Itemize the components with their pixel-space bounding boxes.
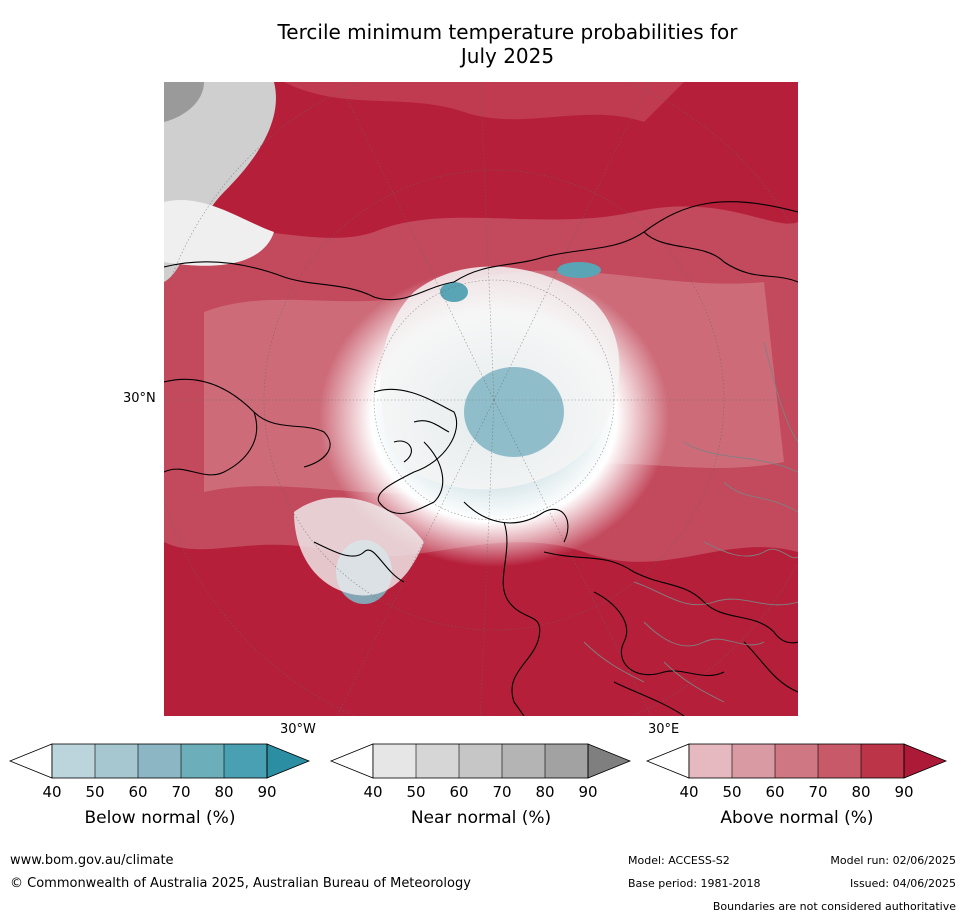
coastlines (164, 201, 798, 716)
footer-base-period: Base period: 1981-2018 (628, 877, 761, 890)
colorbars (8, 743, 948, 779)
colorbar-above-outline (688, 743, 905, 779)
colorbar-below-tick-label: 90 (257, 783, 277, 801)
colorbar-above-segment (861, 744, 904, 778)
colorbar-near-tick-label: 70 (492, 783, 512, 801)
colorbar-above-segment (732, 744, 775, 778)
bering-blue-patch (440, 282, 468, 302)
near-normal-region-nw-dark (164, 82, 204, 122)
colorbar-near-tick-label: 40 (363, 783, 383, 801)
colorbar-below-tick-label: 40 (42, 783, 62, 801)
lon-label-30w: 30°W (280, 722, 316, 737)
colorbar-above-label: Above normal (%) (720, 808, 874, 828)
colorbar-near-under-triangle (329, 743, 374, 779)
colorbar-below-outline (51, 743, 268, 779)
colorbar-above-normal (645, 743, 948, 779)
colorbar-above-tick-label: 50 (722, 783, 742, 801)
colorbar-below-over-triangle (266, 743, 311, 779)
colorbar-above-segment (775, 744, 818, 778)
colorbar-below-normal (8, 743, 311, 779)
arctic-blue-core (464, 367, 564, 457)
colorbar-near-tick-label: 60 (449, 783, 469, 801)
colorbar-near-outline (372, 743, 589, 779)
colorbar-below-segment (181, 744, 224, 778)
title-line-1: Tercile minimum temperature probabilitie… (277, 20, 738, 44)
above-normal-north-pacific (284, 82, 684, 122)
footer-model: Model: ACCESS-S2 (628, 854, 730, 867)
graticule (164, 82, 798, 716)
colorbar-near-tick-label: 50 (406, 783, 426, 801)
colorbar-above-tick-label: 80 (851, 783, 871, 801)
colorbar-below-tick-label: 70 (171, 783, 191, 801)
country-borders (583, 341, 798, 703)
colorbar-below-under-triangle (8, 743, 53, 779)
colorbar-near-normal (329, 743, 632, 779)
colorbar-below-segment (95, 744, 138, 778)
near-normal-white-nw (164, 199, 274, 266)
colorbar-near-segment (416, 744, 459, 778)
colorbar-below-segment (224, 744, 267, 778)
siberia-blue-patch (557, 262, 601, 278)
footer-model-run: Model run: 02/06/2025 (830, 854, 956, 867)
colorbar-above-over-triangle (903, 743, 948, 779)
colorbar-above-under-triangle (645, 743, 690, 779)
lat-label-30n: 30°N (123, 391, 156, 406)
colorbar-above-tick-label: 70 (808, 783, 828, 801)
colorbar-above-segment (818, 744, 861, 778)
forecast-map (164, 82, 798, 716)
colorbar-below-label: Below normal (%) (84, 808, 236, 828)
title-line-2: July 2025 (460, 44, 555, 68)
colorbar-above-tick-label: 90 (894, 783, 914, 801)
map-title: Tercile minimum temperature probabilitie… (0, 20, 965, 68)
canada-white-band (294, 497, 424, 596)
footer-issued: Issued: 04/06/2025 (849, 877, 956, 890)
colorbar-above-tick-label: 60 (765, 783, 785, 801)
colorbar-below-tick-label: 50 (85, 783, 105, 801)
colorbar-near-label: Near normal (%) (410, 808, 552, 828)
colorbar-below-segment (138, 744, 181, 778)
colorbar-near-segment (545, 744, 588, 778)
colorbar-below-tick-label: 80 (214, 783, 234, 801)
colorbar-near-tick-label: 80 (535, 783, 555, 801)
colorbar-below-segment (52, 744, 95, 778)
colorbar-above-segment (689, 744, 732, 778)
lon-label-30e: 30°E (648, 722, 680, 737)
colorbar-near-tick-label: 90 (578, 783, 598, 801)
footer-copyright: © Commonwealth of Australia 2025, Austra… (10, 876, 471, 891)
colorbar-near-segment (502, 744, 545, 778)
colorbar-near-segment (459, 744, 502, 778)
colorbar-near-segment (373, 744, 416, 778)
colorbar-above-tick-label: 40 (679, 783, 699, 801)
colorbar-below-tick-label: 60 (128, 783, 148, 801)
footer-website: www.bom.gov.au/climate (10, 853, 174, 868)
colorbar-near-over-triangle (587, 743, 632, 779)
footer-disclaimer: Boundaries are not considered authoritat… (712, 900, 956, 913)
